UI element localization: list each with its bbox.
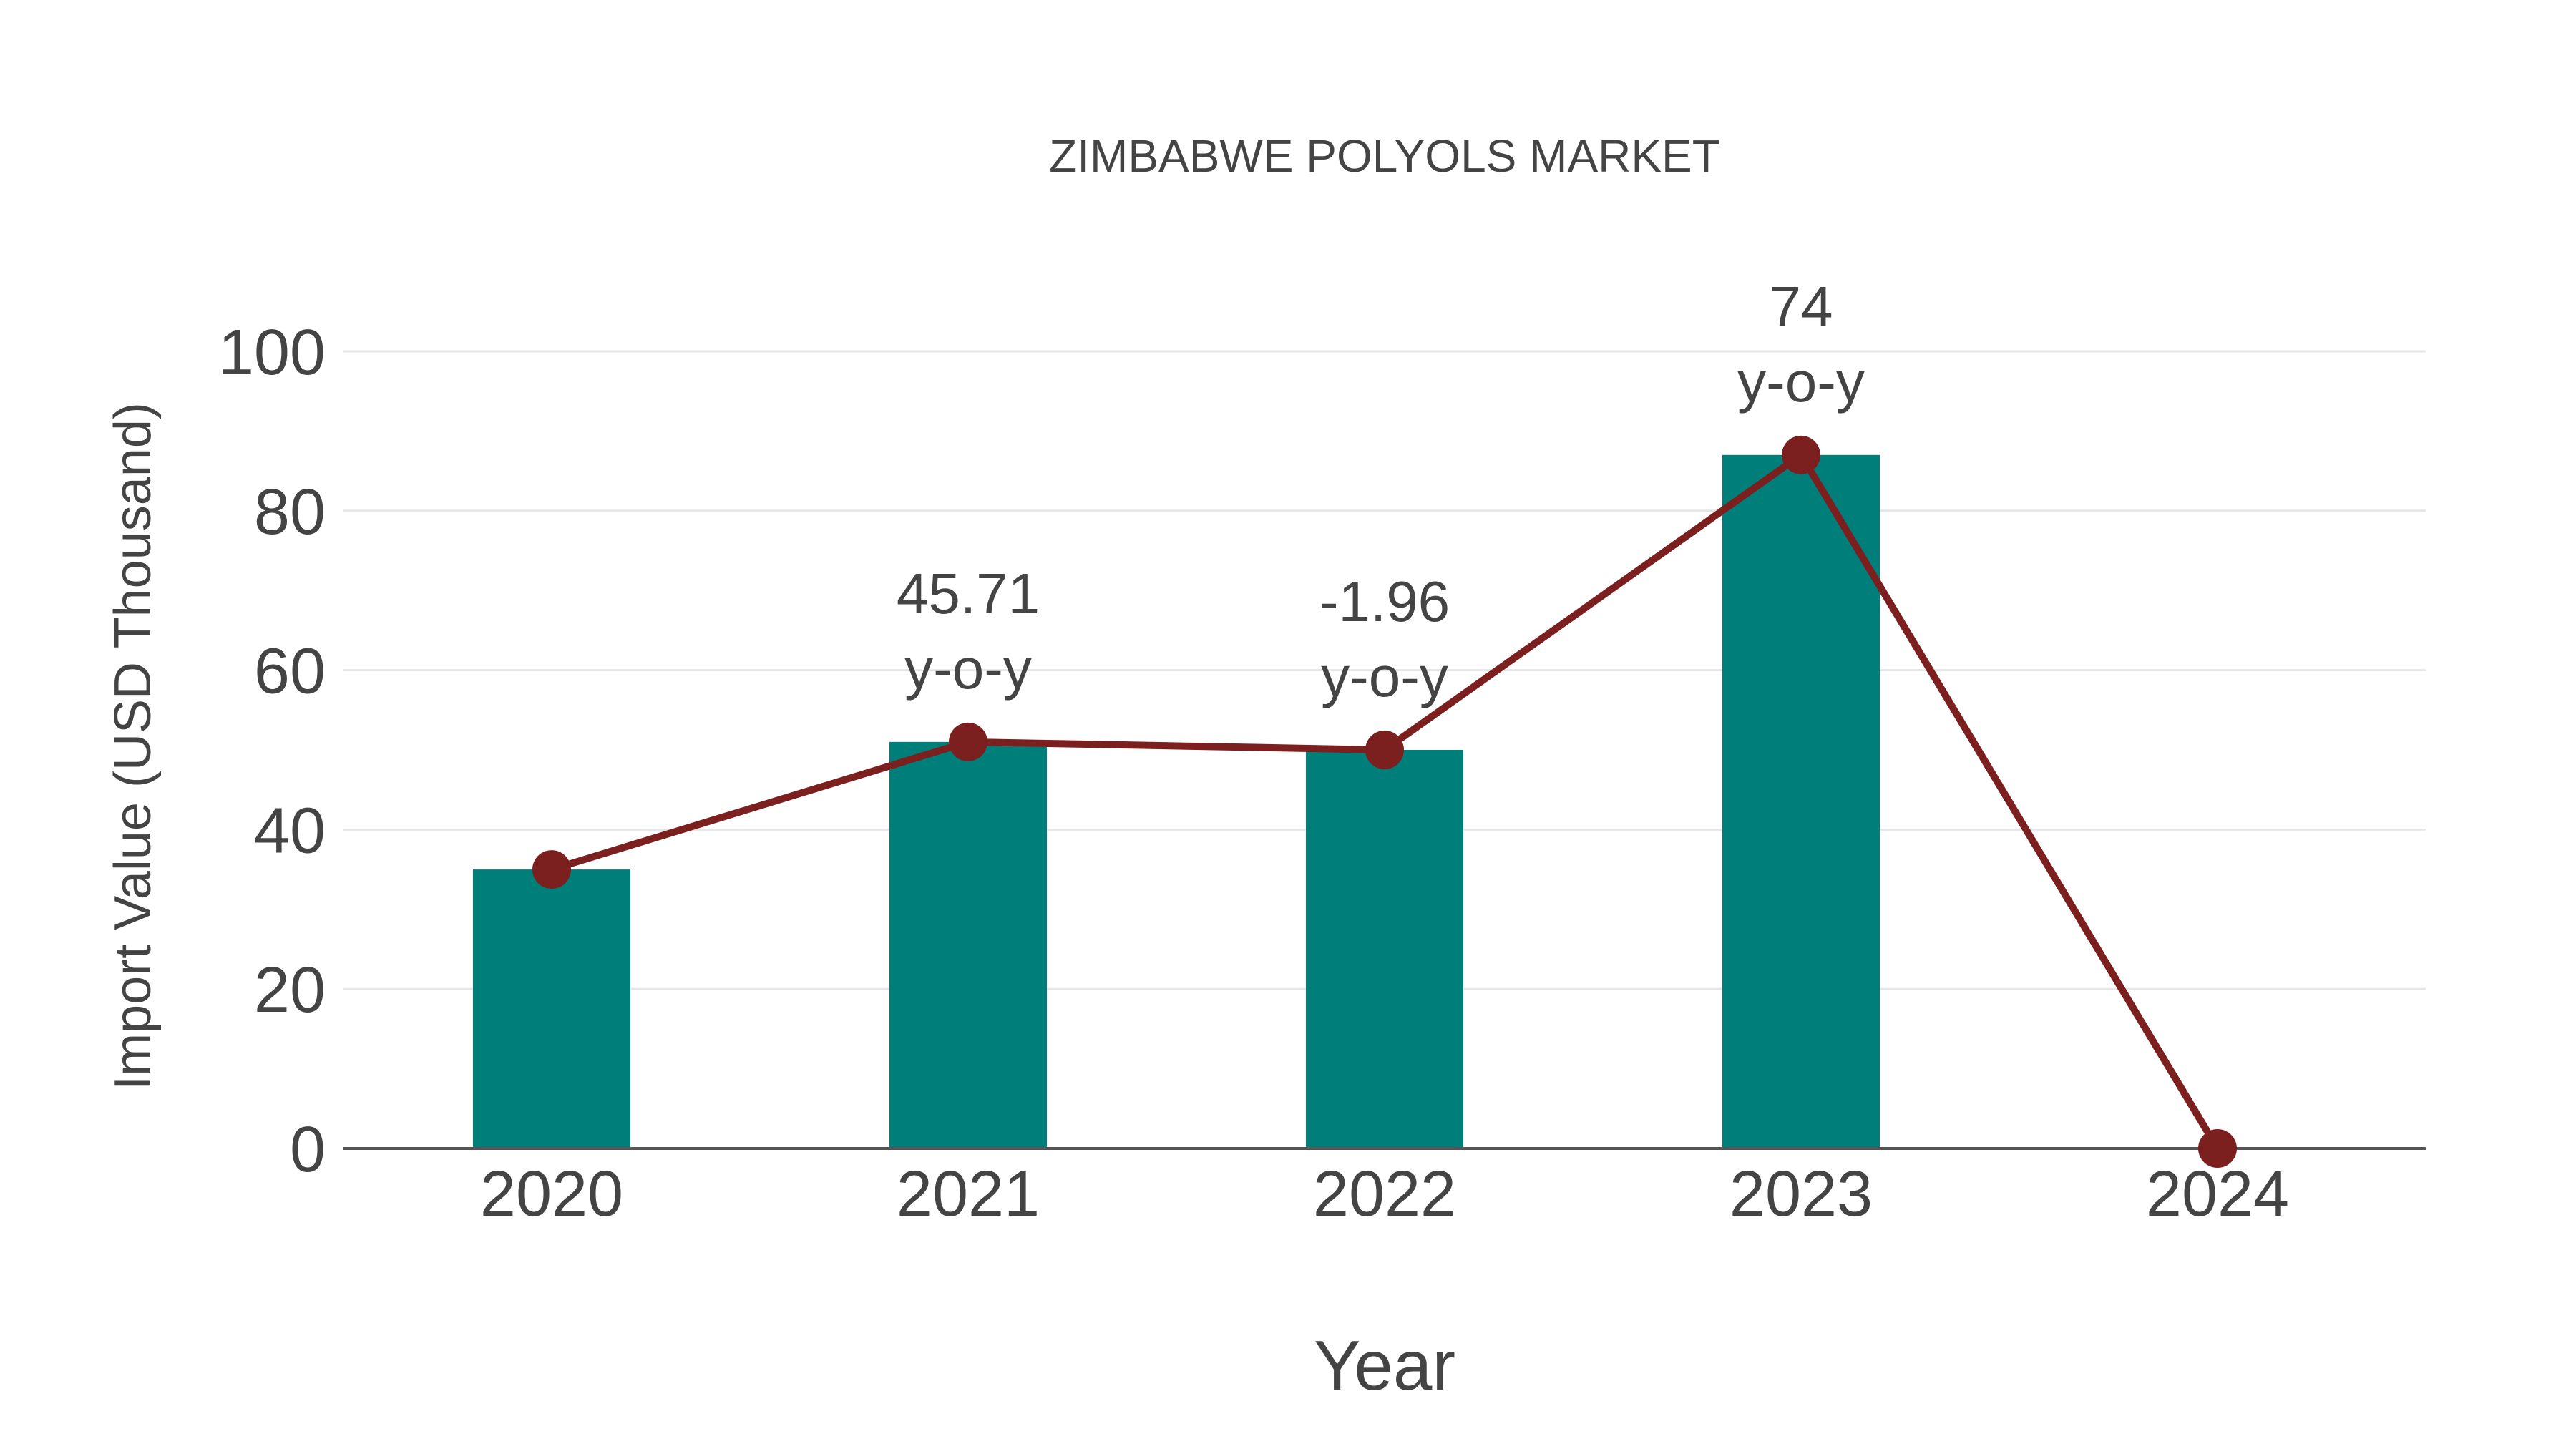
trend-marker-2023 — [1782, 435, 1820, 474]
trend-marker-2022 — [1365, 731, 1404, 769]
x-tick-label: 2020 — [480, 1158, 623, 1230]
bar-2021 — [889, 741, 1047, 1148]
bar-series — [473, 454, 1880, 1148]
y-tick-label: 20 — [254, 955, 326, 1026]
y-tick-label: 40 — [254, 795, 326, 867]
trend-marker-2021 — [949, 722, 987, 761]
y-tick-label: 0 — [290, 1114, 326, 1186]
y-axis-title: Import Value (USD Thousand) — [104, 402, 162, 1091]
yoy-annotations: y-o-y 45.71 y-o-y -1.96 y-o-y 74 — [897, 275, 1865, 708]
y-tick-label: 100 — [218, 317, 326, 389]
y-tick-label: 60 — [254, 636, 326, 708]
trend-marker-2024 — [2198, 1129, 2237, 1168]
yoy-suffix: y-o-y — [904, 637, 1032, 701]
yoy-value: 45.71 — [897, 562, 1040, 625]
bar-2020 — [473, 869, 630, 1148]
y-tick-label: 80 — [254, 477, 326, 548]
bar-2023 — [1722, 454, 1880, 1148]
chart-title: ZIMBABWE POLYOLS MARKET — [1049, 130, 1720, 182]
y-axis-ticks: 0 20 40 60 80 100 — [218, 317, 326, 1186]
yoy-value: -1.96 — [1319, 570, 1450, 633]
yoy-suffix: y-o-y — [1737, 350, 1865, 414]
line-series — [532, 435, 2237, 1168]
x-axis-ticks: 2020 2021 2022 2023 2024 — [480, 1158, 2289, 1230]
trend-marker-2020 — [532, 850, 571, 889]
yoy-suffix: y-o-y — [1321, 645, 1448, 708]
yoy-value: 74 — [1770, 275, 1833, 338]
bar-2022 — [1306, 750, 1463, 1148]
x-tick-label: 2024 — [2146, 1158, 2289, 1230]
x-axis-title: Year — [1314, 1326, 1455, 1405]
x-tick-label: 2021 — [897, 1158, 1040, 1230]
x-tick-label: 2023 — [1729, 1158, 1873, 1230]
x-tick-label: 2022 — [1313, 1158, 1456, 1230]
